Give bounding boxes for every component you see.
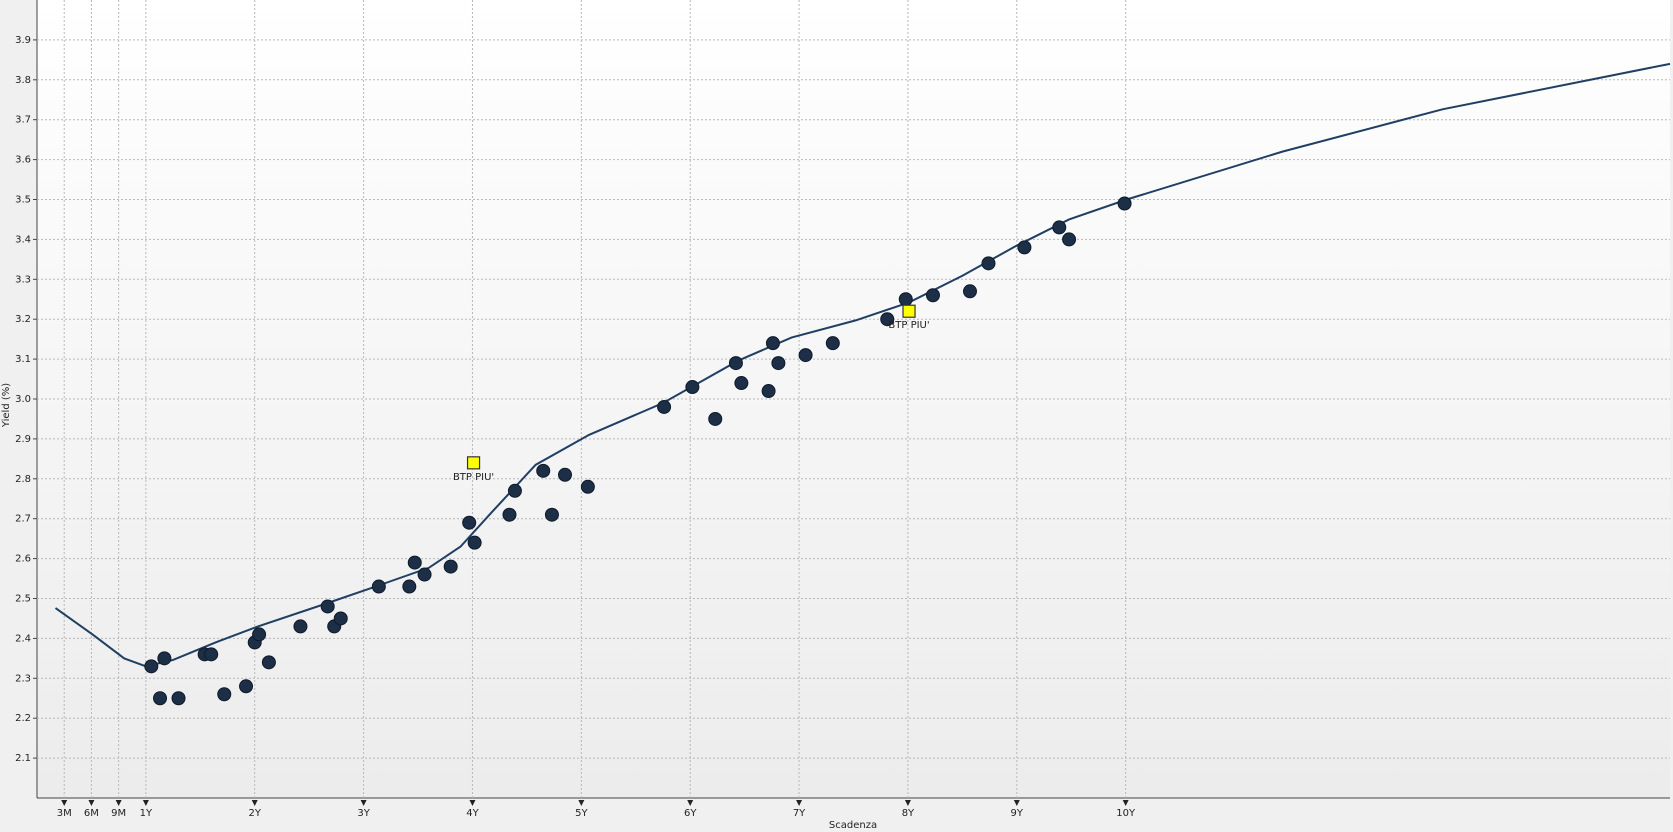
square-point <box>466 456 481 470</box>
bond-point <box>402 579 417 594</box>
bond-point <box>685 380 700 395</box>
bond-point <box>1117 196 1132 211</box>
x-tick-label: 8Y <box>902 808 915 819</box>
x-tick-label: 5Y <box>575 808 588 819</box>
y-tick-label: 2.8 <box>15 474 31 485</box>
bond-point <box>1062 232 1077 247</box>
bond-point <box>1052 220 1067 235</box>
y-tick-label: 3.4 <box>15 234 31 245</box>
x-tick <box>251 800 258 806</box>
x-tick-label: 2Y <box>248 808 261 819</box>
bond-point <box>580 479 595 494</box>
x-tick <box>1013 800 1020 806</box>
bond-point <box>239 679 254 694</box>
x-tick <box>88 800 95 806</box>
bond-point <box>261 655 276 670</box>
y-tick-label: 3.0 <box>15 394 31 405</box>
x-tick-label: 6Y <box>684 808 697 819</box>
x-tick <box>796 800 803 806</box>
bond-point <box>252 627 267 642</box>
y-tick-label: 2.3 <box>15 673 31 684</box>
x-tick <box>687 800 694 806</box>
y-tick-label: 2.4 <box>15 633 31 644</box>
y-tick-label: 3.1 <box>15 354 31 365</box>
bond-point <box>708 411 723 426</box>
y-tick-label: 3.6 <box>15 155 31 166</box>
x-tick <box>142 800 149 806</box>
bond-point <box>293 619 308 634</box>
x-tick-label: 9M <box>111 808 126 819</box>
bond-point <box>443 559 458 574</box>
x-tick <box>115 800 122 806</box>
bond-point <box>153 691 168 706</box>
x-tick-label: 7Y <box>793 808 806 819</box>
bond-point <box>171 691 186 706</box>
x-tick-label: 1Y <box>140 808 153 819</box>
x-tick-label: 3Y <box>357 808 370 819</box>
x-tick <box>469 800 476 806</box>
bond-point <box>144 659 159 674</box>
bond-point <box>204 647 219 662</box>
bond-point <box>558 467 573 482</box>
bond-point <box>462 515 477 530</box>
y-tick-label: 3.7 <box>15 115 31 126</box>
x-tick-label: 9Y <box>1011 808 1024 819</box>
y-tick-label: 2.9 <box>15 434 31 445</box>
y-tick-label: 3.8 <box>15 75 31 86</box>
bond-point <box>502 507 517 522</box>
x-tick-label: 6M <box>84 808 99 819</box>
x-tick <box>904 800 911 806</box>
bond-point <box>157 651 172 666</box>
x-tick-label: 4Y <box>466 808 479 819</box>
bond-point <box>962 284 977 299</box>
bond-point <box>825 336 840 351</box>
bond-point <box>407 555 422 570</box>
bond-point <box>1017 240 1032 255</box>
bond-point <box>217 687 232 702</box>
point-label: BTP PIU' <box>453 472 494 483</box>
bond-point <box>333 611 348 626</box>
bond-point <box>536 463 551 478</box>
bond-point <box>880 312 895 327</box>
bond-point <box>467 535 482 550</box>
bond-point <box>898 292 913 307</box>
bond-point <box>925 288 940 303</box>
y-tick-label: 2.7 <box>15 514 31 525</box>
x-tick <box>1122 800 1129 806</box>
bond-point <box>544 507 559 522</box>
x-tick <box>360 800 367 806</box>
x-tick-label: 3M <box>57 808 72 819</box>
bond-point <box>734 376 749 391</box>
bond-point <box>728 356 743 371</box>
bond-point <box>371 579 386 594</box>
x-tick <box>578 800 585 806</box>
square-point <box>902 304 916 318</box>
y-tick-label: 3.2 <box>15 314 31 325</box>
y-tick-label: 3.3 <box>15 274 31 285</box>
bond-point <box>771 356 786 371</box>
y-tick-label: 2.6 <box>15 554 31 565</box>
bond-point <box>761 384 776 399</box>
y-tick-label: 2.2 <box>15 713 31 724</box>
y-axis-title: Yield (%) <box>1 383 12 428</box>
y-tick-label: 2.1 <box>15 753 31 764</box>
bond-point <box>981 256 996 271</box>
bond-point <box>657 399 672 414</box>
y-tick-label: 2.5 <box>15 594 31 605</box>
bond-point <box>798 348 813 363</box>
x-axis-title: Scadenza <box>829 820 877 831</box>
x-tick <box>61 800 68 806</box>
bond-point <box>507 483 522 498</box>
bond-point <box>417 567 432 582</box>
point-label: BTP PIU' <box>888 320 929 331</box>
y-tick-label: 3.9 <box>15 35 31 46</box>
bond-point <box>320 599 335 614</box>
bond-point <box>765 336 780 351</box>
y-tick-label: 3.5 <box>15 195 31 206</box>
x-tick-label: 10Y <box>1116 808 1136 819</box>
